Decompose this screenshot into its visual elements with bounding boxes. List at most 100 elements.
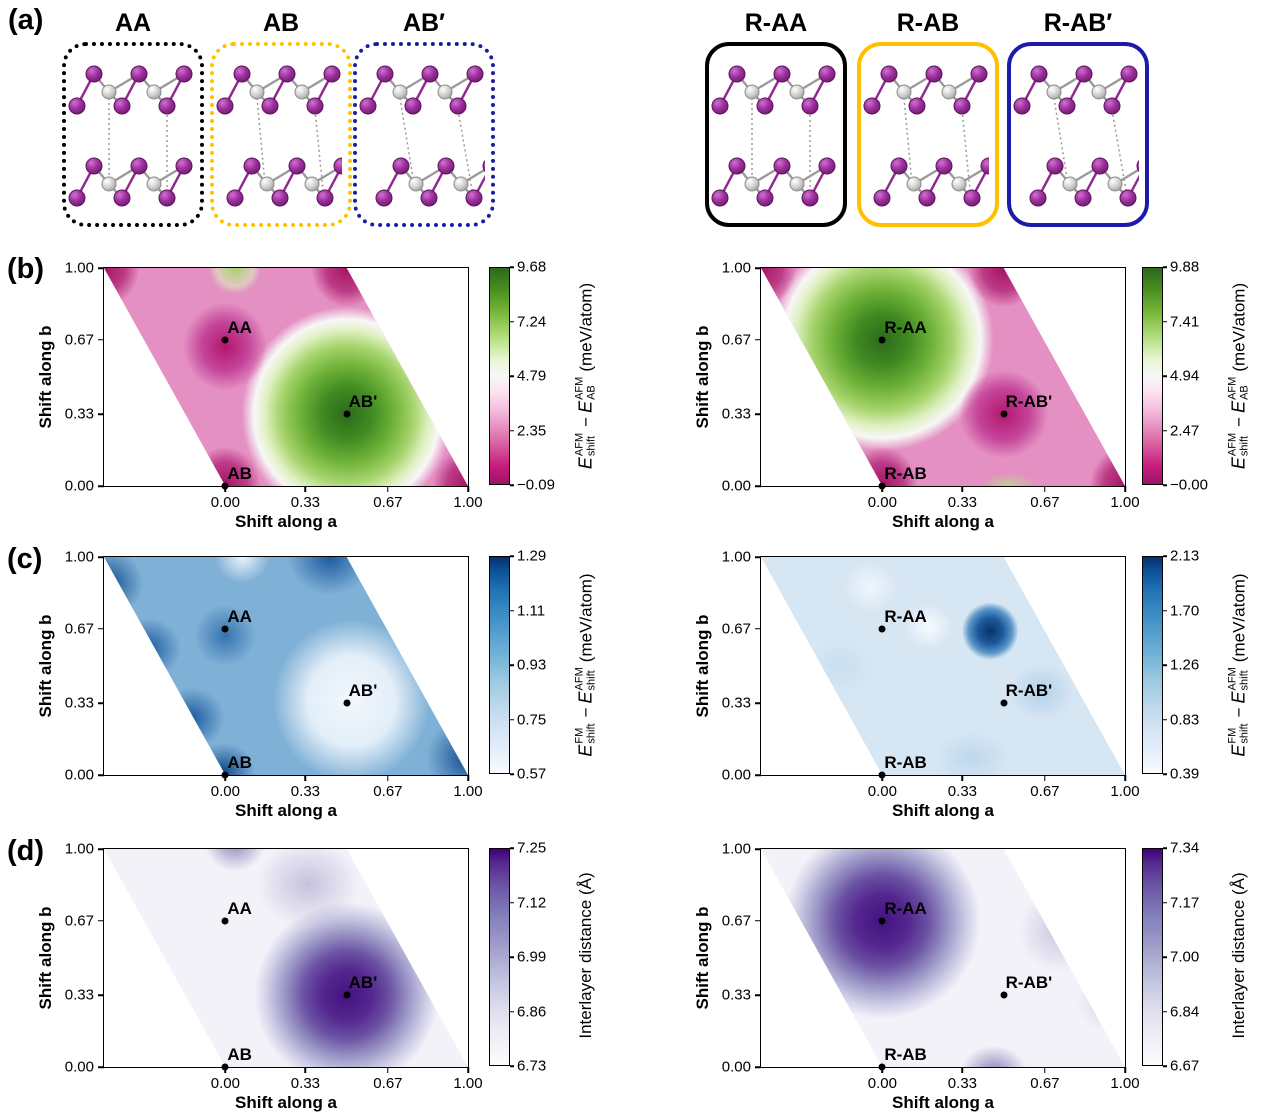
x-axis-label: Shift along a	[235, 801, 337, 820]
y-tick-label: 0.33	[64, 405, 94, 423]
x-tick-label: 0.33	[290, 1075, 321, 1092]
y-axis-label: Shift along b	[36, 325, 55, 429]
point-marker	[878, 917, 886, 925]
stacking-box-r-aa: R-AA	[705, 9, 847, 227]
colorbar-tick: −0.09	[517, 476, 555, 494]
point-label: R-AB	[884, 464, 927, 483]
y-tick-label: 0.00	[721, 477, 751, 495]
stacking-title-ab-prime: AB′	[402, 9, 446, 37]
stacking-box-ab-prime: AB′	[353, 9, 495, 227]
x-tick-label: 0.33	[947, 494, 978, 511]
point-marker	[878, 771, 886, 779]
stacking-title-aa: AA	[114, 9, 152, 37]
x-axis-label: Shift along a	[892, 1093, 994, 1112]
plot-d-right: 0.00 0.33 0.67 1.00 1.00 0.67 0.33 0.00 …	[693, 841, 1140, 1113]
plot-c-right: 0.00 0.33 0.67 1.00 1.00 0.67 0.33 0.00 …	[693, 549, 1140, 821]
y-tick-label: 1.00	[64, 548, 94, 566]
colorbar-tick: 0.75	[517, 711, 547, 728]
colorbar-tick: 7.25	[517, 839, 547, 857]
x-tick-label: 0.00	[210, 783, 240, 800]
point-label: R-AB'	[1005, 392, 1053, 412]
stacking-box-r-ab-prime: R-AB′	[1007, 9, 1149, 227]
heatmap-c-right	[761, 557, 1125, 775]
colorbar-tick: 7.12	[517, 894, 547, 911]
colorbar-tick: 6.73	[517, 1057, 547, 1075]
point-label: R-AB	[884, 1045, 927, 1064]
y-tick-label: 0.00	[721, 766, 751, 784]
point-label: AA	[227, 606, 252, 626]
x-tick-label: 0.33	[290, 783, 321, 800]
y-tick-label: 0.33	[721, 405, 751, 423]
y-tick-label: 0.33	[721, 986, 751, 1004]
point-label: R-AA	[884, 317, 927, 337]
panel-c-letter: (c)	[7, 543, 43, 575]
point-marker	[221, 336, 229, 344]
plot-b-left: 0.00 0.33 0.67 1.00 1.00 0.67 0.33 0.00 …	[36, 260, 483, 532]
x-tick-label: 0.67	[1030, 1075, 1060, 1092]
point-label: R-AB'	[1005, 681, 1053, 701]
y-axis-label: Shift along b	[693, 614, 712, 718]
crystal-structure-ab	[216, 64, 342, 208]
point-label: R-AA	[884, 898, 927, 918]
y-tick-label: 1.00	[64, 840, 94, 858]
point-marker	[878, 1063, 886, 1071]
x-tick-label: 1.00	[453, 783, 483, 800]
plot-d-left: 0.00 0.33 0.67 1.00 1.00 0.67 0.33 0.00 …	[36, 841, 483, 1113]
stacking-title-r-ab: R-AB	[896, 9, 960, 37]
y-tick-label: 0.67	[721, 912, 751, 930]
y-tick-label: 1.00	[64, 259, 94, 277]
panel-b-letter: (b)	[7, 253, 45, 285]
y-tick-label: 0.67	[64, 331, 94, 349]
crystal-structure-ab-prime	[359, 64, 485, 208]
colorbar-tick: 6.67	[1170, 1057, 1200, 1075]
point-marker	[343, 699, 351, 707]
point-label: AB	[227, 464, 252, 483]
y-tick-label: 0.67	[64, 620, 94, 638]
x-tick-label: 0.67	[373, 1075, 403, 1092]
colorbar-tick: 7.00	[1170, 948, 1200, 966]
heatmap-b-left	[104, 268, 468, 486]
colorbar-gradient	[489, 848, 510, 1066]
colorbar-gradient	[1142, 267, 1163, 485]
colorbar-tick: 7.34	[1170, 839, 1200, 857]
y-tick-label: 0.67	[64, 912, 94, 930]
stacking-box-ab: AB	[210, 9, 352, 227]
plot-c-left: 0.00 0.33 0.67 1.00 1.00 0.67 0.33 0.00 …	[36, 549, 483, 821]
colorbar-tick: 0.39	[1170, 765, 1200, 783]
x-tick-label: 1.00	[1110, 783, 1140, 800]
stacking-title-r-ab-prime: R-AB′	[1043, 9, 1113, 37]
colorbar-label: E FM shift − E AFM shift (meV/atom)	[1226, 573, 1250, 757]
heatmap-d-right	[761, 849, 1125, 1067]
colorbar-gradient	[489, 556, 510, 774]
point-label: R-AB	[884, 753, 927, 772]
point-label: AB	[227, 1045, 252, 1064]
y-axis-label: Shift along b	[693, 906, 712, 1010]
point-label: AB	[227, 753, 252, 772]
crystal-structure-r-aa	[711, 64, 837, 208]
y-tick-label: 0.00	[64, 766, 94, 784]
stacking-title-r-aa: R-AA	[744, 9, 808, 37]
colorbar-tick: 6.86	[517, 1003, 547, 1020]
y-tick-label: 1.00	[721, 840, 751, 858]
colorbar-tick: 4.94	[1170, 367, 1200, 385]
colorbar-c-left: 1.29 1.11 0.93 0.75 0.57 E FM shift − E AFM…	[489, 548, 597, 783]
y-tick-label: 0.00	[64, 477, 94, 495]
stacking-box-r-ab: R-AB	[857, 9, 999, 227]
point-marker	[878, 482, 886, 490]
point-marker	[221, 625, 229, 633]
x-tick-label: 0.00	[867, 494, 897, 511]
x-tick-label: 1.00	[1110, 1075, 1140, 1092]
colorbar-d-left: 7.25 7.12 6.99 6.86 6.73 Interlayer dist…	[489, 840, 595, 1075]
colorbar-tick: 0.83	[1170, 711, 1200, 728]
y-tick-label: 1.00	[721, 259, 751, 277]
y-tick-label: 1.00	[721, 548, 751, 566]
point-marker	[221, 1063, 229, 1071]
colorbar-gradient	[489, 267, 510, 485]
colorbar-tick: 7.17	[1170, 894, 1200, 911]
colorbar-gradient	[1142, 556, 1163, 774]
point-label: R-AB'	[1005, 973, 1053, 993]
colorbar-tick: 2.35	[517, 422, 547, 439]
point-marker	[1000, 699, 1008, 707]
